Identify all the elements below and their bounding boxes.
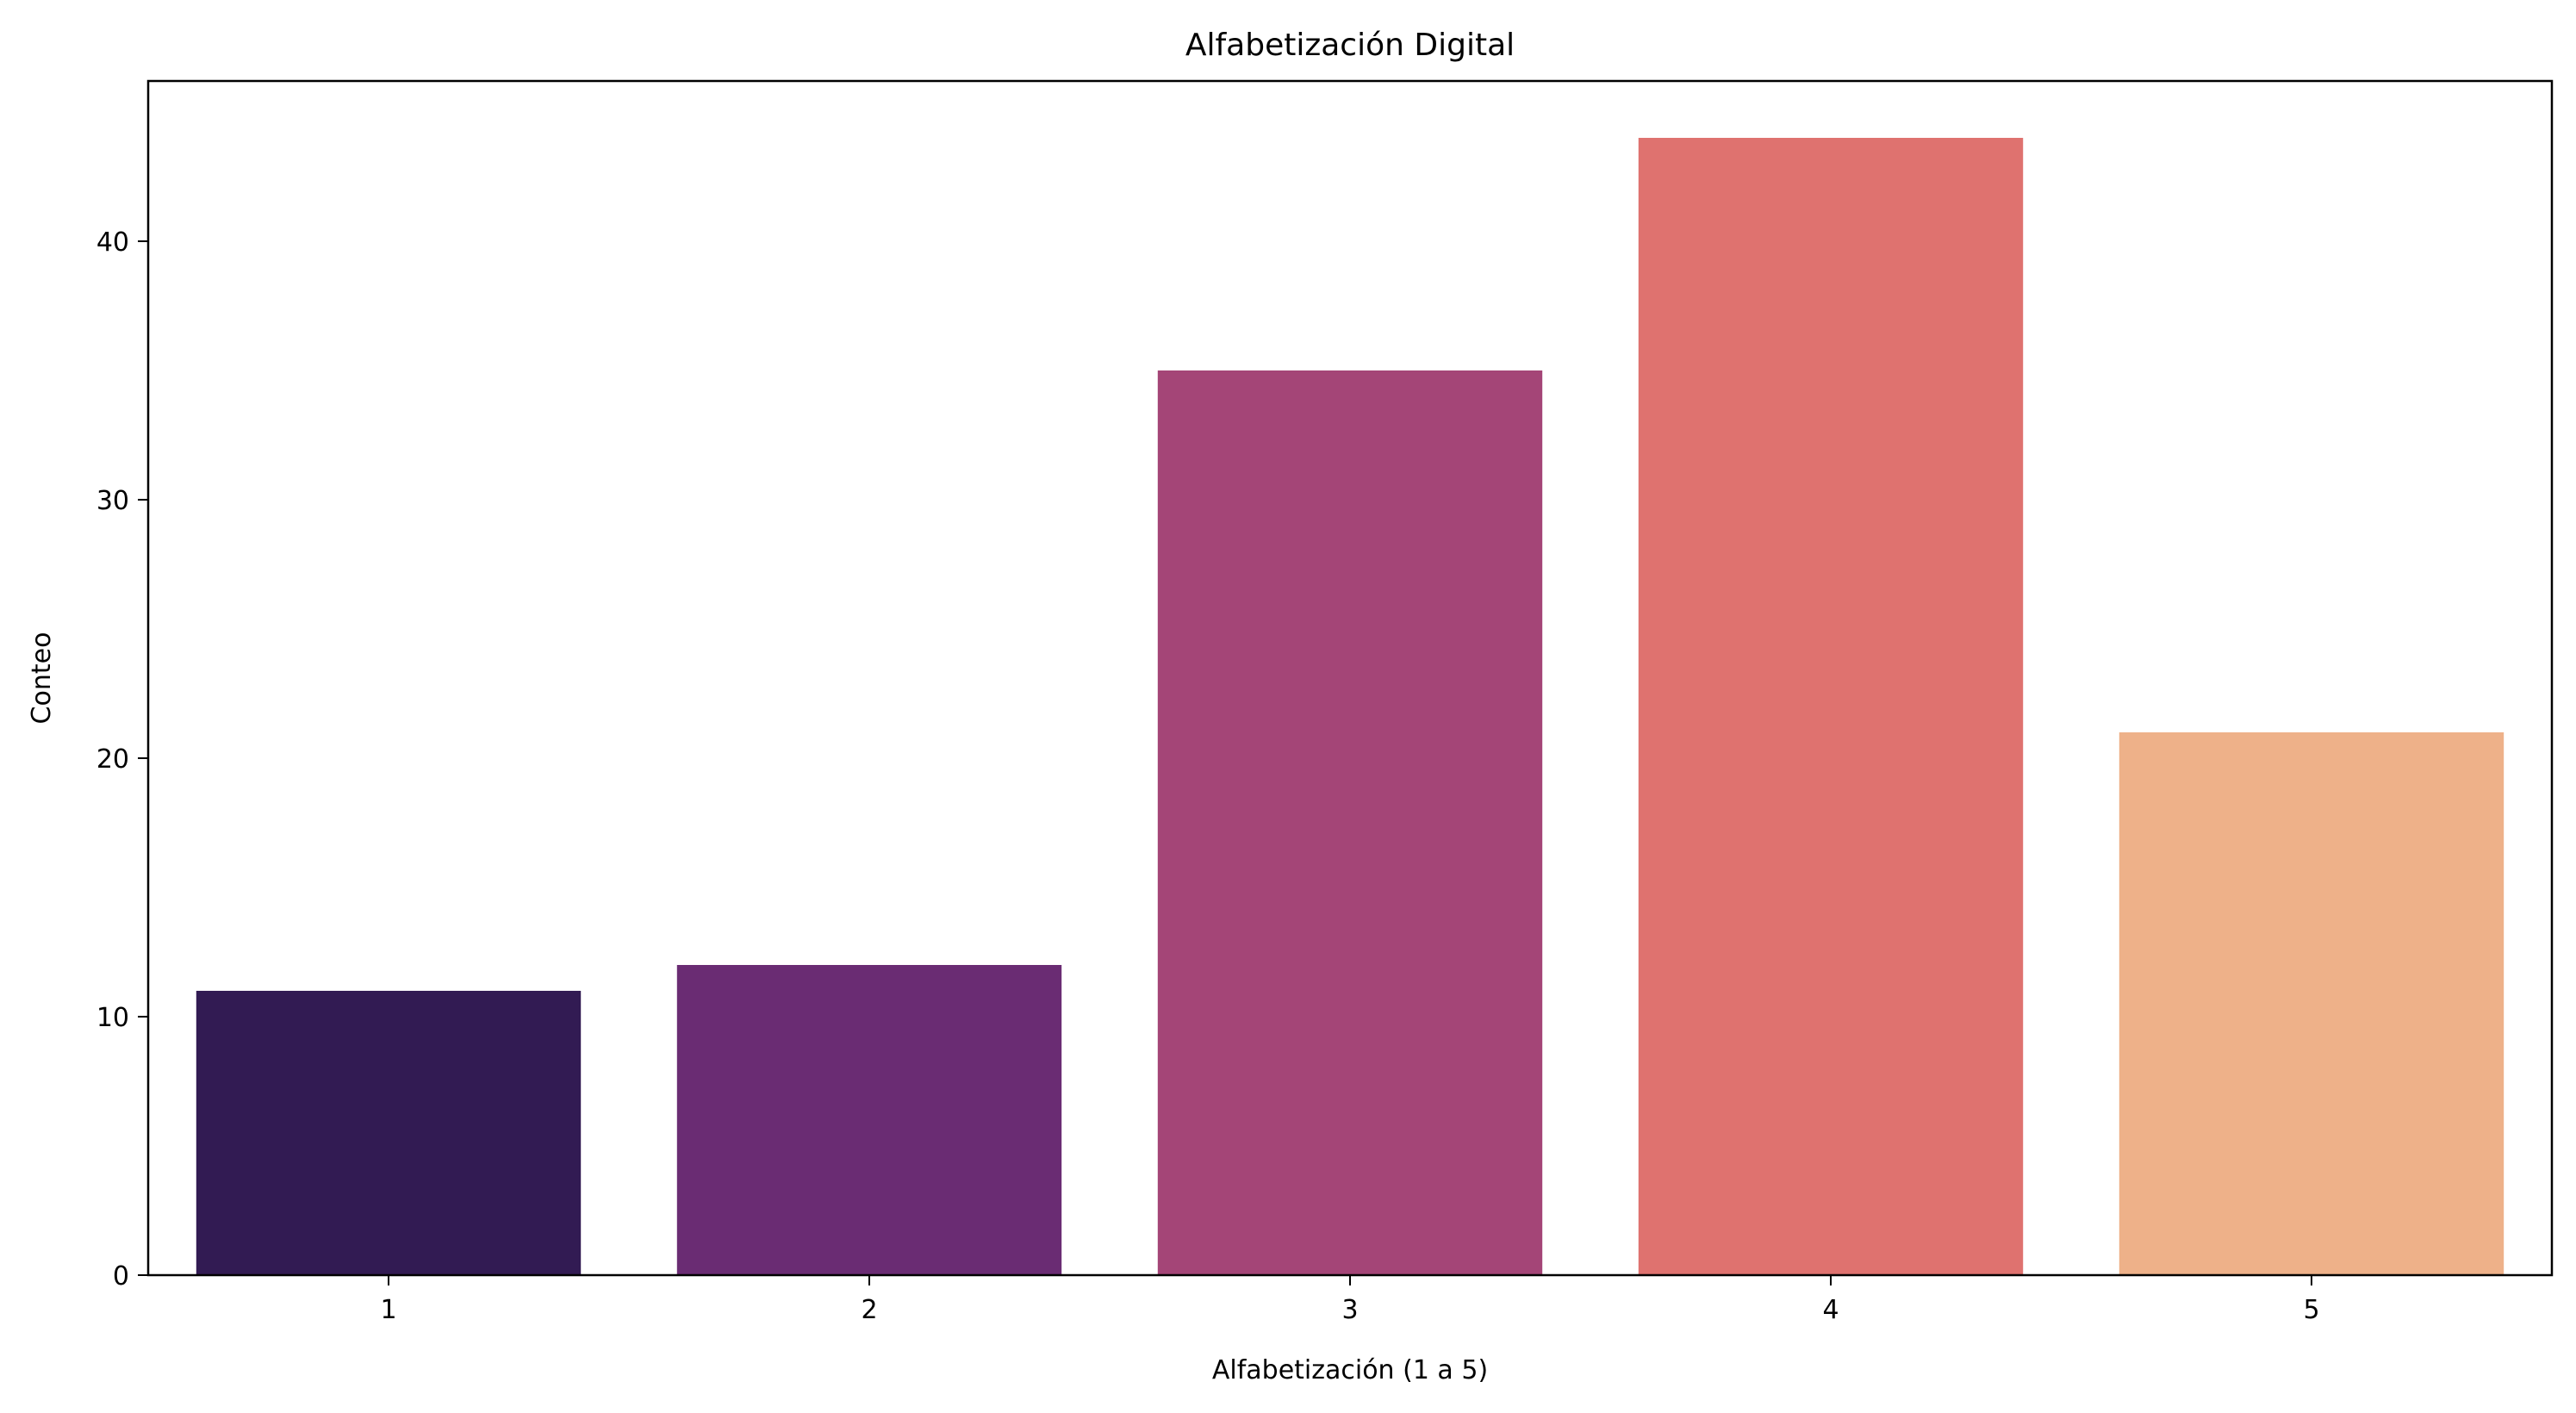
x-axis: 1 2 3 4 5 [380, 1275, 2320, 1325]
bar-2 [676, 965, 1062, 1275]
chart-title: Alfabetización Digital [1185, 28, 1515, 63]
y-tick-label: 30 [96, 486, 129, 516]
x-tick-label: 3 [1341, 1295, 1358, 1325]
x-tick-label: 4 [1822, 1295, 1839, 1325]
x-tick-label: 1 [380, 1295, 396, 1325]
x-tick-label: 2 [861, 1295, 877, 1325]
x-axis-label: Alfabetización (1 a 5) [1212, 1355, 1488, 1385]
y-tick-label: 40 [96, 227, 129, 258]
y-axis: 0 10 20 30 40 [96, 227, 148, 1292]
y-tick-label: 10 [96, 1003, 129, 1033]
bar-3 [1157, 370, 1543, 1275]
bar-4 [1638, 138, 2024, 1275]
bar-5 [2119, 732, 2504, 1275]
y-axis-label: Conteo [27, 632, 57, 725]
y-tick-label: 20 [96, 744, 129, 775]
bar-1 [196, 991, 582, 1275]
x-tick-label: 5 [2303, 1295, 2319, 1325]
y-tick-label: 0 [113, 1261, 129, 1292]
bars-group [196, 138, 2504, 1275]
